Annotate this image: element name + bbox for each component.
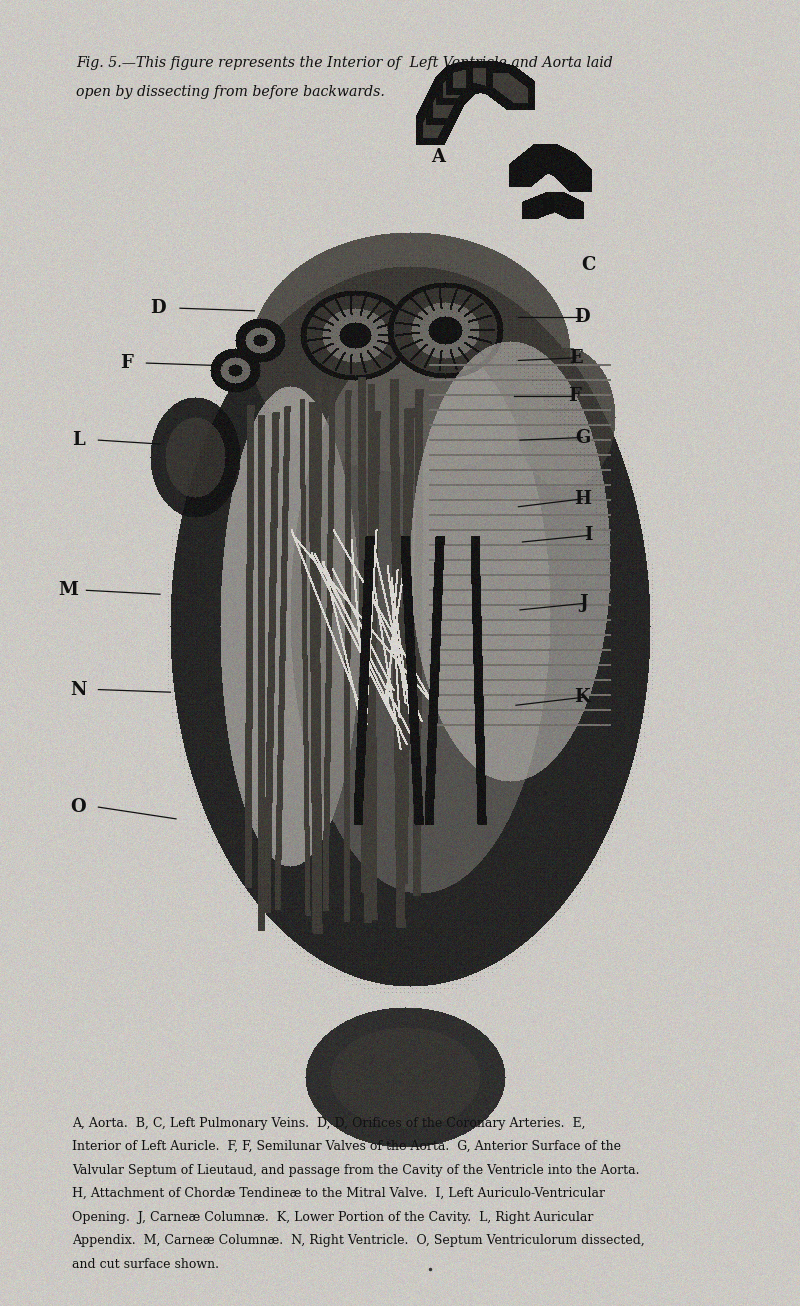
Text: K: K bbox=[574, 688, 590, 707]
Text: Fig. 5.—This figure represents the Interior of  Left Ventricle and Aorta laid: Fig. 5.—This figure represents the Inter… bbox=[76, 56, 613, 71]
Text: A, Aorta.  B, C, Left Pulmonary Veins.  D, D, Orifices of the Coronary Arteries.: A, Aorta. B, C, Left Pulmonary Veins. D,… bbox=[72, 1117, 586, 1130]
Text: Valvular Septum of Lieutaud, and passage from the Cavity of the Ventricle into t: Valvular Septum of Lieutaud, and passage… bbox=[72, 1164, 639, 1177]
Text: G: G bbox=[574, 428, 590, 447]
Text: J: J bbox=[580, 594, 588, 613]
Text: D: D bbox=[150, 299, 166, 317]
Text: F: F bbox=[120, 354, 133, 372]
Text: L: L bbox=[72, 431, 85, 449]
Text: D: D bbox=[574, 308, 590, 326]
Text: O: O bbox=[70, 798, 86, 816]
Text: N: N bbox=[70, 680, 86, 699]
Text: open by dissecting from before backwards.: open by dissecting from before backwards… bbox=[76, 85, 385, 99]
Text: Opening.  J, Carneæ Columnæ.  K, Lower Portion of the Cavity.  L, Right Auricula: Opening. J, Carneæ Columnæ. K, Lower Por… bbox=[72, 1211, 594, 1224]
Text: F: F bbox=[568, 387, 581, 405]
Text: H, Attachment of Chordæ Tendineæ to the Mitral Valve.  I, Left Auriculo-Ventricu: H, Attachment of Chordæ Tendineæ to the … bbox=[72, 1187, 605, 1200]
Text: I: I bbox=[584, 526, 592, 545]
Text: B: B bbox=[540, 200, 556, 218]
Text: H: H bbox=[574, 490, 591, 508]
Text: A: A bbox=[431, 148, 446, 166]
Text: C: C bbox=[581, 256, 595, 274]
Text: Interior of Left Auricle.  F, F, Semilunar Valves of the Aorta.  G, Anterior Sur: Interior of Left Auricle. F, F, Semiluna… bbox=[72, 1140, 621, 1153]
Text: M: M bbox=[58, 581, 78, 599]
Text: E: E bbox=[569, 349, 583, 367]
Text: and cut surface shown.: and cut surface shown. bbox=[72, 1258, 219, 1271]
Text: Appendix.  M, Carneæ Columnæ.  N, Right Ventricle.  O, Septum Ventriculorum diss: Appendix. M, Carneæ Columnæ. N, Right Ve… bbox=[72, 1234, 645, 1247]
